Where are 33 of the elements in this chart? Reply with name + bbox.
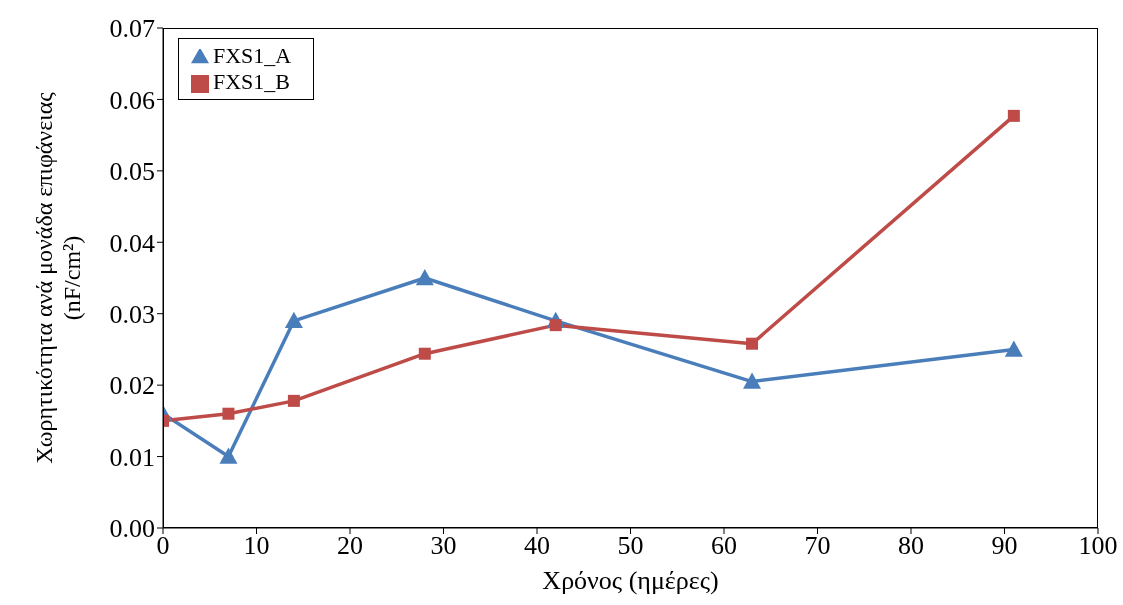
x-tick-label: 70: [804, 531, 831, 561]
point: [1004, 340, 1023, 357]
point: [222, 407, 235, 420]
x-axis-title: Χρόνος (ημέρες): [541, 566, 720, 596]
x-tick-label: 90: [991, 531, 1018, 561]
x-tick-label: 40: [524, 531, 550, 561]
x-tick-label: 80: [898, 531, 924, 561]
point: [746, 337, 759, 350]
x-tick-label: 50: [617, 531, 644, 561]
y-tick-label: 0.01: [109, 442, 155, 472]
legend-label: FXS1_B: [213, 69, 291, 94]
y-tick-label: 0.02: [109, 371, 155, 401]
y-tick-label: 0.05: [109, 157, 155, 187]
legend-label: FXS1_A: [213, 43, 292, 68]
y-tick-label: 0.07: [109, 14, 155, 44]
y-axis-title: Χωρητικότητα ανά μονάδα επιφάνειας (nF/cm²): [30, 91, 86, 466]
y-tick-label: 0.06: [109, 85, 155, 115]
x-tick-label: 100: [1078, 531, 1118, 561]
point: [284, 311, 303, 329]
x-tick-label: 60: [711, 531, 737, 561]
x-tick-label: 30: [430, 531, 457, 561]
point: [287, 394, 300, 407]
point: [219, 447, 238, 464]
point: [415, 269, 434, 286]
x-tick-label: 10: [243, 531, 270, 561]
point: [418, 347, 431, 360]
x-tick-label: 20: [337, 531, 363, 561]
y-tick-label: 0.00: [109, 514, 155, 544]
point: [743, 372, 762, 389]
y-tick-label: 0.04: [109, 228, 155, 258]
point: [1007, 109, 1020, 122]
x-tick-label: 0: [156, 531, 170, 561]
y-tick-label: 0.03: [109, 299, 155, 329]
